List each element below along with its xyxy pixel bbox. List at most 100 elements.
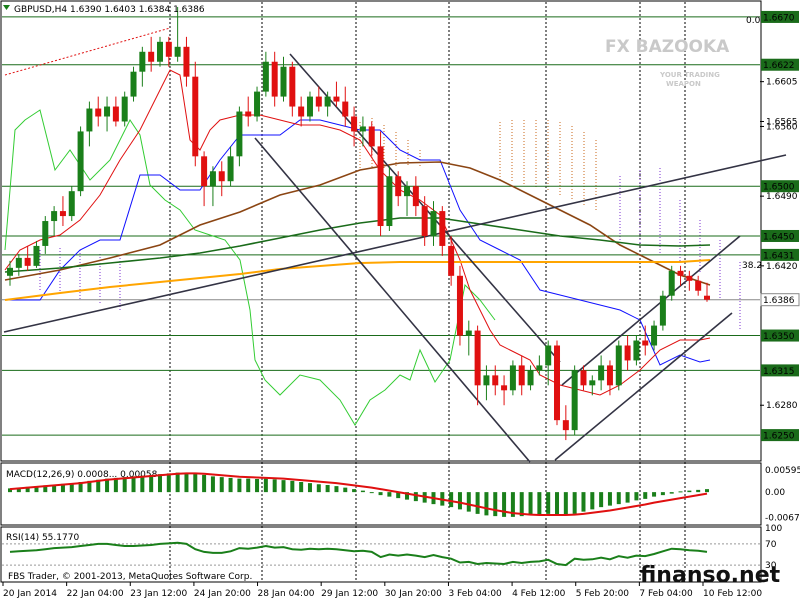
macd-bar — [466, 492, 471, 512]
cloud-purple-hatch — [39, 168, 741, 330]
candle-body — [474, 330, 481, 386]
level-tag-label: 1.6500 — [763, 183, 795, 193]
candle — [24, 245, 31, 271]
candle — [227, 146, 234, 187]
price-tick-label: 1.6565 — [766, 117, 798, 127]
macd-bar — [140, 475, 145, 493]
brand-tagline-1: YOUR TRADING — [659, 71, 720, 79]
site-watermark: finanso.net — [640, 563, 781, 588]
macd-bar — [696, 489, 701, 493]
candle-body — [77, 131, 84, 192]
candle-body — [33, 245, 40, 266]
candle-body — [315, 96, 322, 107]
macd-bar — [572, 492, 577, 514]
candle — [148, 36, 155, 72]
candle-body — [324, 96, 331, 107]
candle — [315, 86, 322, 112]
macd-panel-border — [0, 462, 762, 526]
price-tick-label: 1.6280 — [766, 401, 798, 411]
macd-bar — [34, 486, 39, 493]
candle — [51, 206, 58, 236]
macd-bar — [563, 492, 568, 516]
candle-body — [686, 275, 693, 281]
candle-body — [368, 126, 375, 147]
candle — [421, 196, 428, 246]
candle — [7, 260, 13, 286]
candle — [448, 235, 455, 286]
level-tag-label: 1.6450 — [763, 232, 795, 242]
candle-body — [624, 345, 631, 361]
candle — [15, 253, 22, 276]
macd-bar — [616, 492, 621, 505]
candle — [324, 91, 331, 117]
macd-tick-label: 0.00 — [765, 488, 785, 498]
horizontal-levels — [2, 16, 760, 436]
candle — [236, 106, 243, 167]
macd-bar — [369, 492, 374, 494]
level-tag-label: 1.6622 — [763, 61, 795, 71]
macd-bar — [16, 487, 21, 493]
candle — [430, 201, 437, 246]
macd-bar — [457, 492, 462, 510]
candle — [254, 86, 261, 122]
dashed-trend-line — [4, 27, 171, 76]
candle-body — [104, 106, 111, 117]
level-tag — [761, 229, 799, 242]
macd-bar — [519, 492, 524, 517]
rsi-label: RSI(14) 55.1770 — [6, 533, 79, 543]
candle — [183, 36, 190, 87]
candle — [509, 360, 516, 396]
candle — [624, 335, 631, 371]
candle-body — [501, 385, 508, 391]
candle — [130, 66, 137, 102]
macd-bar — [352, 489, 357, 493]
candles — [7, 6, 710, 441]
time-tick-label: 23 Jan 12:00 — [130, 589, 187, 599]
candle — [333, 81, 340, 107]
candle — [501, 375, 508, 406]
macd-bar — [228, 477, 233, 493]
candle-body — [15, 257, 22, 268]
macd-bar — [202, 474, 207, 493]
level-tag-label: 1.6350 — [763, 332, 795, 342]
price-tick-label: 1.6560 — [766, 122, 798, 132]
macd-bar — [166, 473, 171, 493]
fib-382-label: 38.2 — [742, 261, 762, 271]
candle — [342, 86, 349, 127]
macd-signal-line — [9, 472, 708, 516]
level-tag-label: 1.6670 — [763, 13, 795, 23]
candle-body — [236, 111, 243, 157]
candle — [86, 101, 93, 147]
candle-body — [606, 365, 613, 386]
macd-bar — [475, 492, 480, 514]
macd-bar — [678, 491, 683, 493]
level-tag-label: 1.6250 — [763, 432, 795, 442]
macd-bar — [281, 480, 286, 493]
price-tick-label: 1.6420 — [766, 262, 798, 272]
candle-body — [112, 106, 119, 122]
candle-body — [527, 370, 534, 386]
candle — [615, 340, 622, 391]
macd-bar — [157, 474, 162, 493]
brand-text: FX BAZOOKA — [605, 37, 730, 57]
candle — [68, 186, 75, 222]
candle-body — [209, 171, 216, 187]
macd-bar — [246, 478, 251, 493]
macd-bar — [25, 486, 30, 493]
rsi-line — [9, 541, 708, 567]
macd-bar — [290, 480, 295, 493]
macd-bar — [105, 478, 110, 493]
macd-bar — [210, 476, 215, 493]
macd-bar — [484, 492, 489, 516]
candle-body — [86, 108, 93, 132]
candle-body — [492, 375, 499, 386]
macd-bar — [122, 477, 127, 493]
candle-body — [589, 380, 596, 386]
time-tick-label: 30 Jan 20:00 — [385, 589, 442, 599]
macd-bar — [643, 492, 648, 499]
candle — [156, 36, 163, 67]
macd-bar — [272, 479, 277, 493]
candle — [351, 106, 358, 147]
macd-bar — [634, 492, 639, 501]
candle-body — [333, 96, 340, 102]
